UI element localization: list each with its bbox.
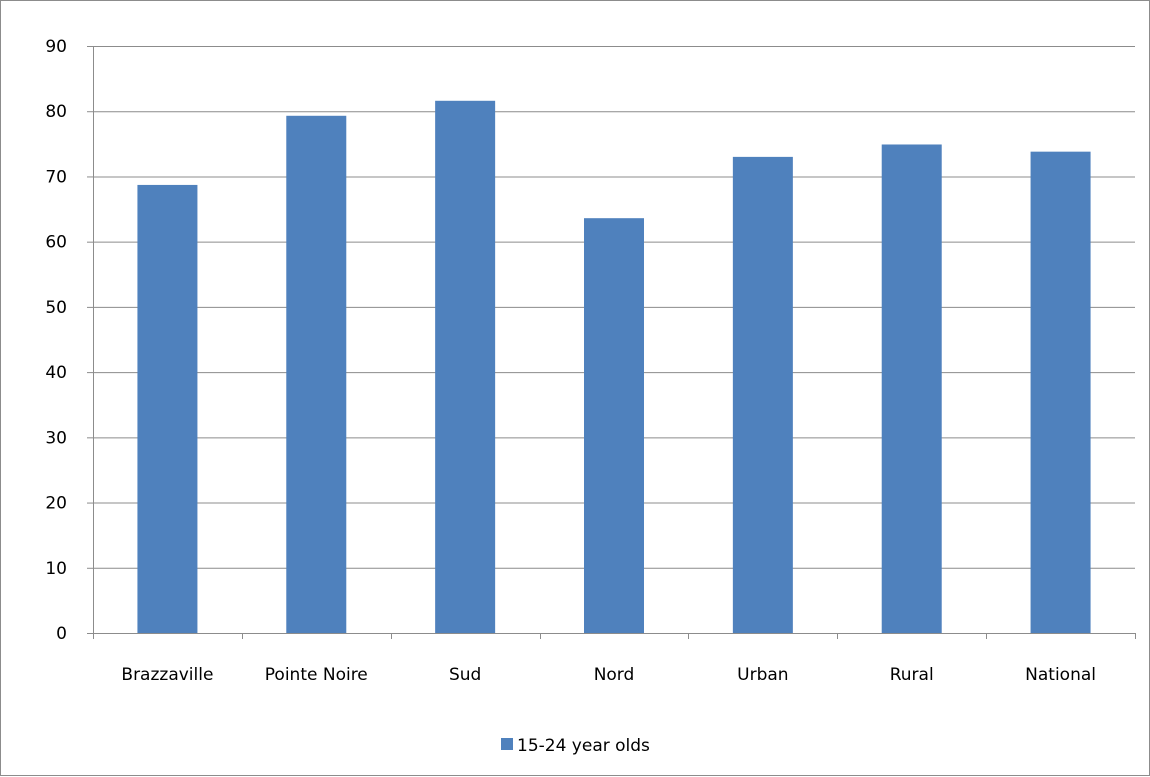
y-axis-ticks: 0 10 20 30 40 50 60 70 80 90 bbox=[45, 37, 93, 644]
y-tick-label-50: 50 bbox=[45, 298, 67, 318]
bar-rural bbox=[881, 144, 942, 634]
x-tick-label-nord: Nord bbox=[594, 665, 635, 685]
y-tick-label-10: 10 bbox=[45, 559, 67, 579]
y-tick-label-20: 20 bbox=[45, 494, 67, 514]
x-tick-label-rural: Rural bbox=[890, 665, 934, 685]
x-tick-label-brazzaville: Brazzaville bbox=[121, 665, 213, 685]
y-tick-label-80: 80 bbox=[45, 102, 67, 122]
x-tick-label-pointe-noire: Pointe Noire bbox=[265, 665, 368, 685]
bar-sud bbox=[435, 100, 496, 633]
bar-pointe-noire bbox=[286, 115, 347, 633]
y-tick-label-30: 30 bbox=[45, 428, 67, 448]
legend-label: 15-24 year olds bbox=[517, 736, 650, 756]
legend: 15-24 year olds bbox=[501, 736, 650, 756]
bars bbox=[137, 100, 1091, 634]
legend-swatch bbox=[501, 738, 513, 750]
bar-brazzaville bbox=[137, 184, 198, 633]
bar-national bbox=[1030, 151, 1091, 633]
bar-urban bbox=[732, 156, 793, 633]
x-tick-label-national: National bbox=[1025, 665, 1096, 685]
y-tick-label-90: 90 bbox=[45, 37, 67, 57]
x-tick-label-urban: Urban bbox=[737, 665, 788, 685]
y-tick-label-70: 70 bbox=[45, 167, 67, 187]
bar-nord bbox=[584, 218, 644, 634]
x-axis-ticks: Brazzaville Pointe Noire Sud Nord Urban Rural… bbox=[93, 633, 1136, 685]
y-tick-label-60: 60 bbox=[45, 233, 67, 253]
y-tick-label-0: 0 bbox=[56, 624, 67, 644]
axes bbox=[93, 46, 1135, 634]
y-tick-label-40: 40 bbox=[45, 363, 67, 383]
x-tick-label-sud: Sud bbox=[449, 665, 481, 685]
